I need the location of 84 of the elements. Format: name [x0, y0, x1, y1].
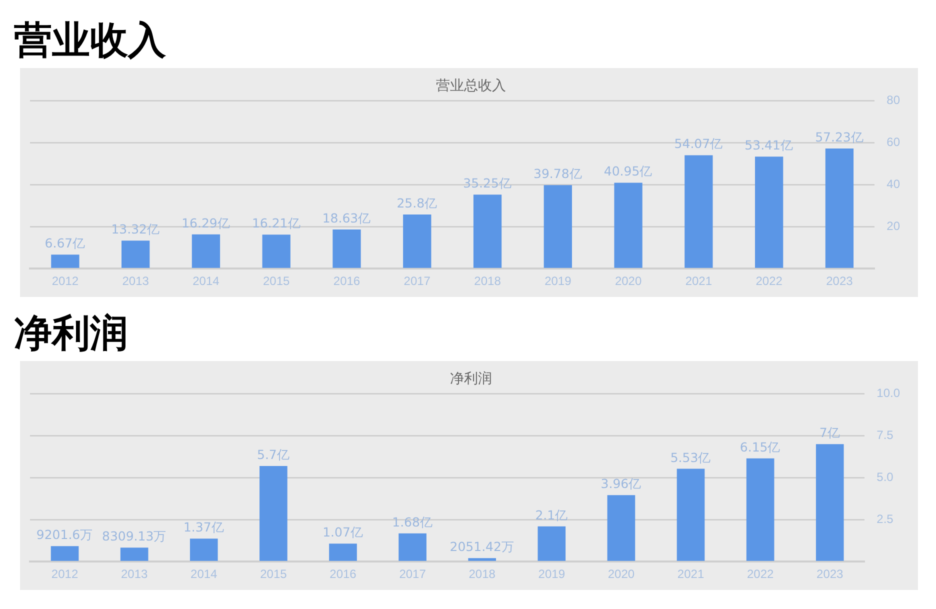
y-tick-label: 10.0: [876, 386, 900, 400]
data-label: 1.68亿: [392, 514, 433, 530]
data-label: 35.25亿: [463, 176, 512, 191]
x-tick-label: 2023: [816, 567, 844, 582]
data-label: 3.96亿: [600, 476, 642, 492]
x-tick-label: 2018: [474, 274, 502, 288]
bar: [260, 466, 288, 561]
x-tick-label: 2017: [404, 274, 431, 288]
data-label: 25.8亿: [396, 195, 438, 210]
bar: [122, 240, 150, 268]
chart-subtitle: 净利润: [450, 371, 492, 388]
data-label: 40.95亿: [604, 164, 653, 179]
annotation: 8309.13万: [102, 528, 167, 544]
bar: [120, 548, 148, 561]
data-label: 5.53亿: [670, 450, 712, 465]
bar: [403, 214, 432, 268]
bar: [676, 468, 705, 561]
chart-subtitle: 营业总收入: [436, 78, 506, 94]
x-tick-label: 2021: [677, 567, 704, 582]
x-tick-label: 2012: [52, 274, 79, 288]
bar: [190, 538, 218, 561]
x-tick-label: 2020: [614, 274, 642, 288]
y-tick-label: 40: [886, 177, 900, 192]
annotation: 2051.42万: [450, 539, 514, 554]
data-label: 13.32亿: [111, 222, 160, 237]
data-label: 2.1亿: [535, 507, 568, 522]
x-tick-label: 2017: [399, 567, 426, 582]
data-label: 6.15亿: [740, 439, 781, 454]
bar: [468, 558, 496, 561]
data-label: 18.63亿: [322, 210, 372, 226]
bar: [825, 148, 854, 268]
x-tick-label: 2019: [538, 567, 566, 582]
x-tick-label: 2019: [544, 274, 572, 288]
bar: [192, 234, 220, 268]
y-tick-label: 2.5: [876, 512, 894, 526]
annotation: 9201.6万: [36, 527, 94, 542]
chart-title: 净利润: [14, 311, 128, 355]
data-label: 57.23亿: [815, 130, 864, 145]
x-tick-label: 2022: [756, 274, 783, 288]
data-label: 54.07亿: [674, 136, 724, 152]
x-tick-label: 2022: [746, 567, 774, 582]
data-label: 5.7亿: [256, 446, 290, 462]
x-tick-label: 2014: [190, 567, 218, 582]
x-tick-label: 2013: [122, 274, 150, 288]
bar: [50, 546, 79, 561]
bar: [398, 533, 426, 561]
bar: [329, 544, 357, 561]
x-tick-label: 2012: [51, 567, 78, 582]
x-tick-label: 2016: [333, 274, 360, 288]
y-tick-label: 60: [886, 135, 900, 150]
bar: [51, 254, 80, 268]
bar: [332, 230, 361, 268]
y-tick-label: 5.0: [876, 470, 894, 484]
y-tick-label: 7.5: [876, 428, 894, 442]
bar: [614, 182, 642, 268]
data-label: 7亿: [819, 425, 840, 440]
bar: [754, 156, 784, 268]
y-tick-label: 20: [886, 218, 900, 233]
bar: [746, 458, 774, 561]
x-tick-label: 2016: [330, 567, 357, 582]
data-label: 1.07亿: [322, 524, 364, 540]
x-tick-label: 2023: [826, 274, 854, 288]
x-tick-label: 2020: [608, 567, 635, 582]
x-tick-label: 2021: [685, 274, 712, 288]
data-label: 16.21亿: [252, 216, 301, 231]
data-label: 53.41亿: [744, 138, 794, 153]
x-tick-label: 2013: [120, 567, 148, 582]
bar: [607, 495, 636, 561]
bar: [538, 526, 566, 561]
x-tick-label: 2018: [468, 567, 496, 582]
bar: [473, 194, 502, 268]
bar: [684, 155, 713, 268]
bar: [816, 444, 844, 561]
y-tick-label: 80: [886, 93, 900, 108]
x-tick-label: 2014: [192, 274, 220, 288]
chart-title: 营业收入: [14, 18, 166, 62]
x-tick-label: 2015: [260, 567, 288, 582]
data-label: 16.29亿: [182, 215, 230, 230]
data-label: 6.67亿: [44, 236, 86, 251]
bar: [544, 185, 572, 268]
data-label: 39.78亿: [534, 166, 582, 182]
x-tick-label: 2015: [263, 274, 290, 288]
bar: [262, 234, 290, 268]
data-label: 1.37亿: [183, 520, 224, 535]
